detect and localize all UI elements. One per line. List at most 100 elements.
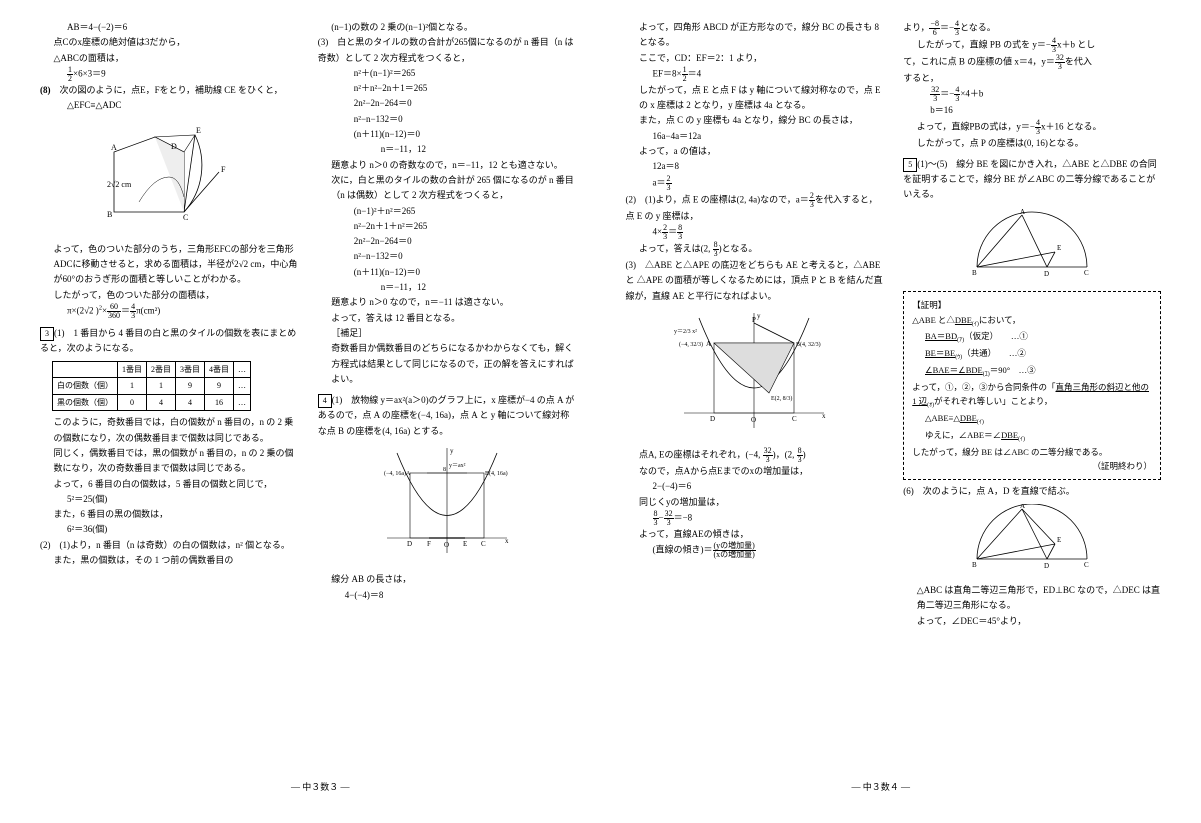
p3: 題意より n＞0 なので，n＝−11 は適さない。 [318,295,576,310]
p5: したがって，点 P の座標は(0, 16)となる。 [903,136,1161,151]
svg-text:x: x [822,412,826,420]
e5: 2−(−4)＝6 [626,479,884,494]
q4: 4(1) 放物線 y＝ax²(a＞0)のグラフ上に，x 座標が−4 の点 A が… [318,393,576,439]
svg-text:C: C [1084,561,1089,569]
e1: 323＝−43×4＋b [903,86,1161,103]
e3: a＝23 [626,175,884,192]
p1-col2: (n−1)の数の 2 乗の(n−1)²個となる。 (3) 白と黒のタイルの数の合… [318,20,576,780]
eq-sector: π×(2√2 )2×60360＝43π(cm²) [40,303,298,320]
e4: (n＋11)(n−12)＝0 [318,127,576,142]
e1: n²＋n²−2n＋1＝265 [318,81,576,96]
p1: 題意より n＞0 の奇数なので，n＝−11，12 とも適さない。 [318,158,576,173]
e2: b＝16 [903,103,1161,118]
svg-text:D: D [1044,270,1049,278]
p7: また，黒の個数は，その 1 つ前の偶数番目の [40,553,298,568]
e6: 83−323＝−8 [626,510,884,527]
svg-text:A: A [1020,504,1025,510]
q2: (2) (1)より，n 番目（n は奇数）の白の個数は，n² 個となる。 [40,538,298,553]
svg-text:y＝2/3 x²: y＝2/3 x² [674,329,697,335]
e7: (直線の傾き)＝(yの増加量)(xの増加量) [626,542,884,559]
q6: (6) 次のように，点 A，D を直線で結ぶ。 [903,484,1161,499]
svg-text:x: x [505,537,509,545]
svg-text:8: 8 [443,467,446,473]
p7: 点A, Eの座標はそれぞれ，(−4, 323)，(2, 83) [626,447,884,464]
svg-text:B: B [972,561,977,569]
p2c: て，これに点 B の座標の値 x＝4，y＝323を代入 [903,54,1161,71]
label-B: B [107,210,112,219]
e21: n²−2n＋1＋n²＝265 [318,219,576,234]
e5: n＝−11，12 [318,142,576,157]
line-c: 点Cのx座標の絶対値は3だから， [40,35,298,50]
p2: したがって，色のついた部分の面積は， [40,288,298,303]
q8: (8) 次の図のように，点E，Fをとり，補助線 CE をひくと， [40,83,298,98]
svg-text:A: A [706,340,711,348]
e0: EF＝8×12＝4 [626,66,884,83]
eq-ab: AB＝4−(−2)＝6 [40,20,298,35]
p1-col1: AB＝4−(−2)＝6 点Cのx座標の絶対値は3だから， △ABCの面積は， 1… [40,20,298,780]
svg-text:y: y [757,312,761,320]
label-A: A [111,143,117,152]
p7: 線分 AB の長さは， [318,572,576,587]
line-abc-area: △ABCの面積は， [40,51,298,66]
figure-semicircle1: B A D C E [903,207,1161,287]
p2-col1: よって，四角形 ABCD が正方形なので，線分 BC の長さも 8 となる。 こ… [626,20,884,780]
proof-l1: △ABE と△DBE(ｲ)において， [912,313,1152,330]
p2: したがって，直線 PB の式を y＝−43x＋b とし [903,37,1161,54]
q3: (3) △ABE と△APE の底辺をどちらも AE と考えると，△ABE と … [626,258,884,304]
svg-text:E: E [463,540,467,548]
proof-l4: ∠BAE＝∠BDE(ｴ)＝90° …③ [912,363,1152,380]
page-3: AB＝4−(−2)＝6 点Cのx座標の絶対値は3だから， △ABCの面積は， 1… [40,20,576,780]
svg-text:B(4, 16a): B(4, 16a) [485,470,508,477]
e25: n＝−11，12 [318,280,576,295]
svg-text:D: D [407,540,412,548]
e22: 2n²−2n−264＝0 [318,234,576,249]
p2: 次に，白と黒のタイルの数の合計が 265 個になるのが n 番目（n は偶数）と… [318,173,576,204]
proof-l6: △ABE≡△DBE(ｲ) [912,411,1152,428]
proof-l2: BA＝BD(ｱ)（仮定） …① [912,329,1152,346]
e24: (n＋11)(n−12)＝0 [318,265,576,280]
p6: また，6 番目の黒の個数は， [40,507,298,522]
proof-box: 【証明】 △ABE と△DBE(ｲ)において， BA＝BD(ｱ)（仮定） …① … [903,291,1161,480]
figure-semicircle2: B A D C E [903,504,1161,579]
svg-text:B(4, 32/3): B(4, 32/3) [796,341,821,348]
p2: ここで，CD：EF＝2：1 より， [626,51,884,66]
label-edge: 2√2 cm [107,180,132,189]
footer-right: — 中３数４ — [601,780,1162,795]
e3: 4−(−4)＝8 [318,588,576,603]
proof-l5: よって，①，②，③から合同条件の「直角三角形の斜辺と他の 1 辺(ｵ)がそれぞれ… [912,380,1152,411]
proof-end: （証明終わり） [912,459,1152,473]
e1: 16a−4a＝12a [626,129,884,144]
p5: ［補足］ [318,326,576,341]
p6: よって，答えは(2, 83)となる。 [626,241,884,258]
e2: 2n²−2n−264＝0 [318,96,576,111]
figure-parabola: O x y (−4, 16a)A B(4, 16a) D F E C y＝ax²… [318,443,576,568]
p3: したがって，点 E と点 F は y 軸について線対称なので，点 E の x 座… [626,83,884,114]
svg-text:E: E [1057,244,1061,252]
e4: 4×23＝83 [626,224,884,241]
tiles-table: 1番目2番目3番目4番目… 白の個数（個）1199… 黒の個数（個）04416… [52,361,251,412]
page-4: よって，四角形 ABCD が正方形なので，線分 BC の長さも 8 となる。 こ… [626,20,1162,780]
q5: 5(1)～(5) 線分 BE を図にかき入れ，△ABE と△DBE の合同を証明… [903,157,1161,203]
p4: 同じく，偶数番目では，黒の個数が n 番目の，n の 2 乗の個数になり，次の奇… [40,446,298,477]
page-container: AB＝4−(−2)＝6 点Cのx座標の絶対値は3だから， △ABCの面積は， 1… [40,20,1161,780]
p6: 奇数番目か偶数番目のどちらになるかわからなくても，解く方程式は結果として同じにな… [318,341,576,387]
svg-text:O: O [751,416,756,424]
e2: 12a＝8 [626,159,884,174]
proof-h: 【証明】 [912,298,1152,312]
figure-parabola2: O x y y＝2/3 x² (−4, 32/3) A B(4, 32/3) D… [626,308,884,443]
p3: すると， [903,71,1161,86]
footer-left: — 中３数３ — [40,780,601,795]
l1: (n−1)の数の 2 乗の(n−1)²個となる。 [318,20,576,35]
p4: また，点 C の y 座標も 4a となり，線分 BC の長さは， [626,113,884,128]
label-C: C [183,213,188,222]
e20: (n−1)²＋n²＝265 [318,204,576,219]
e2: 6²＝36(個) [40,522,298,537]
label-D: D [171,142,177,151]
e1: 5²＝25(個) [40,492,298,507]
p4: よって，答えは 12 番目となる。 [318,311,576,326]
svg-text:(−4, 16a)A: (−4, 16a)A [384,470,411,477]
svg-text:E(2, 8/3): E(2, 8/3) [771,395,792,402]
figure-sector: A B C D E F 2√2 cm [40,117,298,237]
proof-l3: BE＝BE(ｳ)（共通） …② [912,346,1152,363]
svg-text:D: D [1044,562,1049,570]
